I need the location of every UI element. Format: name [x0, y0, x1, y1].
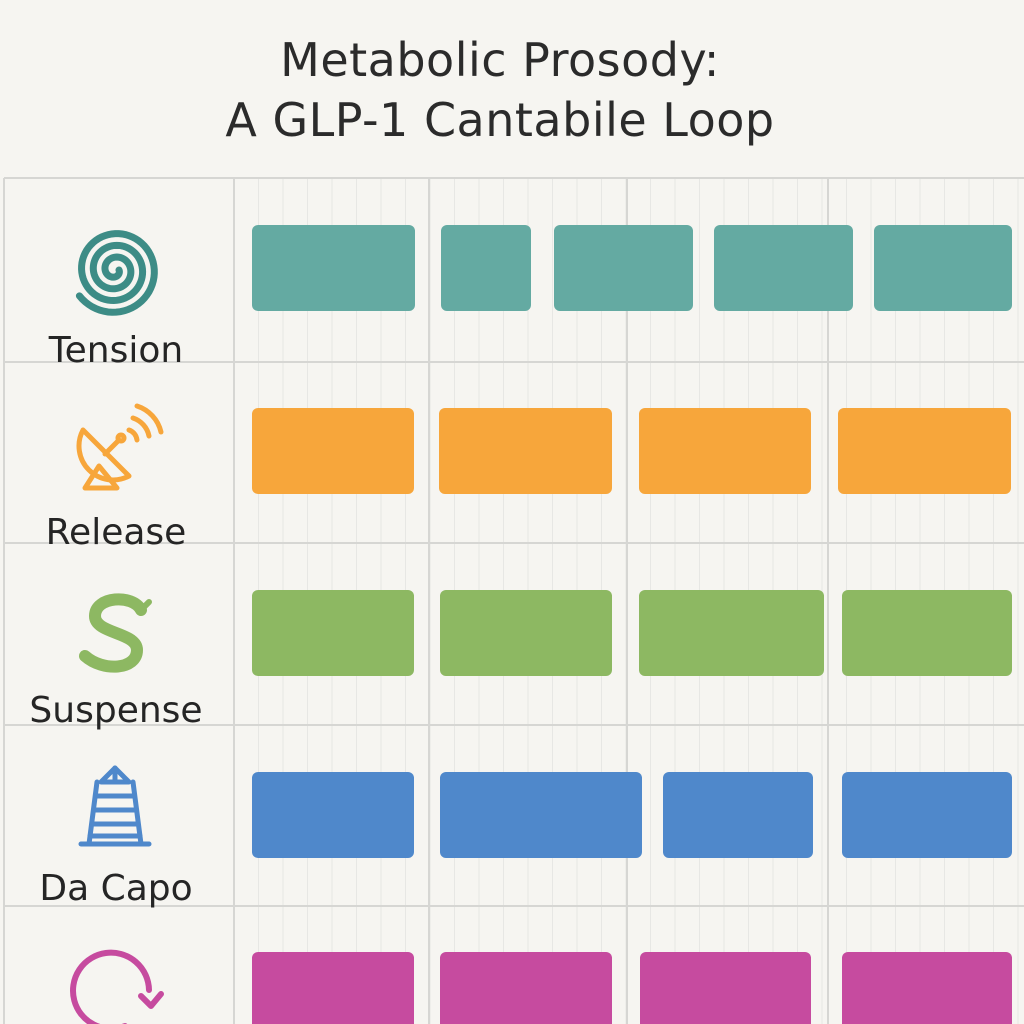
icons-layer	[70, 230, 164, 1024]
s-curve-icon	[79, 593, 152, 673]
block-row-5-3	[640, 952, 811, 1024]
block-row-5-4	[842, 952, 1012, 1024]
block-row-1-3	[554, 225, 693, 311]
satellite-dish-icon	[76, 403, 164, 491]
title-line-2: A GLP-1 Cantabile Loop	[225, 93, 775, 147]
block-row-5-2	[440, 952, 612, 1024]
row-label-suspense: Suspense	[29, 690, 203, 731]
block-row-4-3	[663, 772, 813, 858]
block-row-3-1	[252, 590, 414, 676]
block-row-3-4	[842, 590, 1012, 676]
block-row-4-2	[440, 772, 642, 858]
spiral-icon	[75, 230, 158, 316]
block-row-1-4	[714, 225, 853, 311]
row-label-da-capo: Da Capo	[39, 868, 193, 909]
block-row-3-3	[639, 590, 824, 676]
loop-arrow-icon	[70, 949, 164, 1024]
row-label-tension: Tension	[48, 330, 184, 371]
block-row-2-2	[439, 408, 612, 494]
block-row-3-2	[440, 590, 612, 676]
title-line-1: Metabolic Prosody:	[280, 33, 720, 87]
block-row-4-4	[842, 772, 1012, 858]
block-row-2-1	[252, 408, 414, 494]
block-row-1-2	[441, 225, 531, 311]
block-row-2-4	[838, 408, 1011, 494]
block-row-5-1	[252, 952, 414, 1024]
diagram-title: Metabolic Prosody: A GLP-1 Cantabile Loo…	[0, 30, 1000, 150]
block-row-2-3	[639, 408, 811, 494]
block-row-1-1	[252, 225, 415, 311]
tower-icon	[78, 765, 152, 847]
block-row-1-5	[874, 225, 1012, 311]
blocks-layer	[252, 225, 1012, 1024]
row-label-release: Release	[45, 512, 187, 553]
block-row-4-1	[252, 772, 414, 858]
